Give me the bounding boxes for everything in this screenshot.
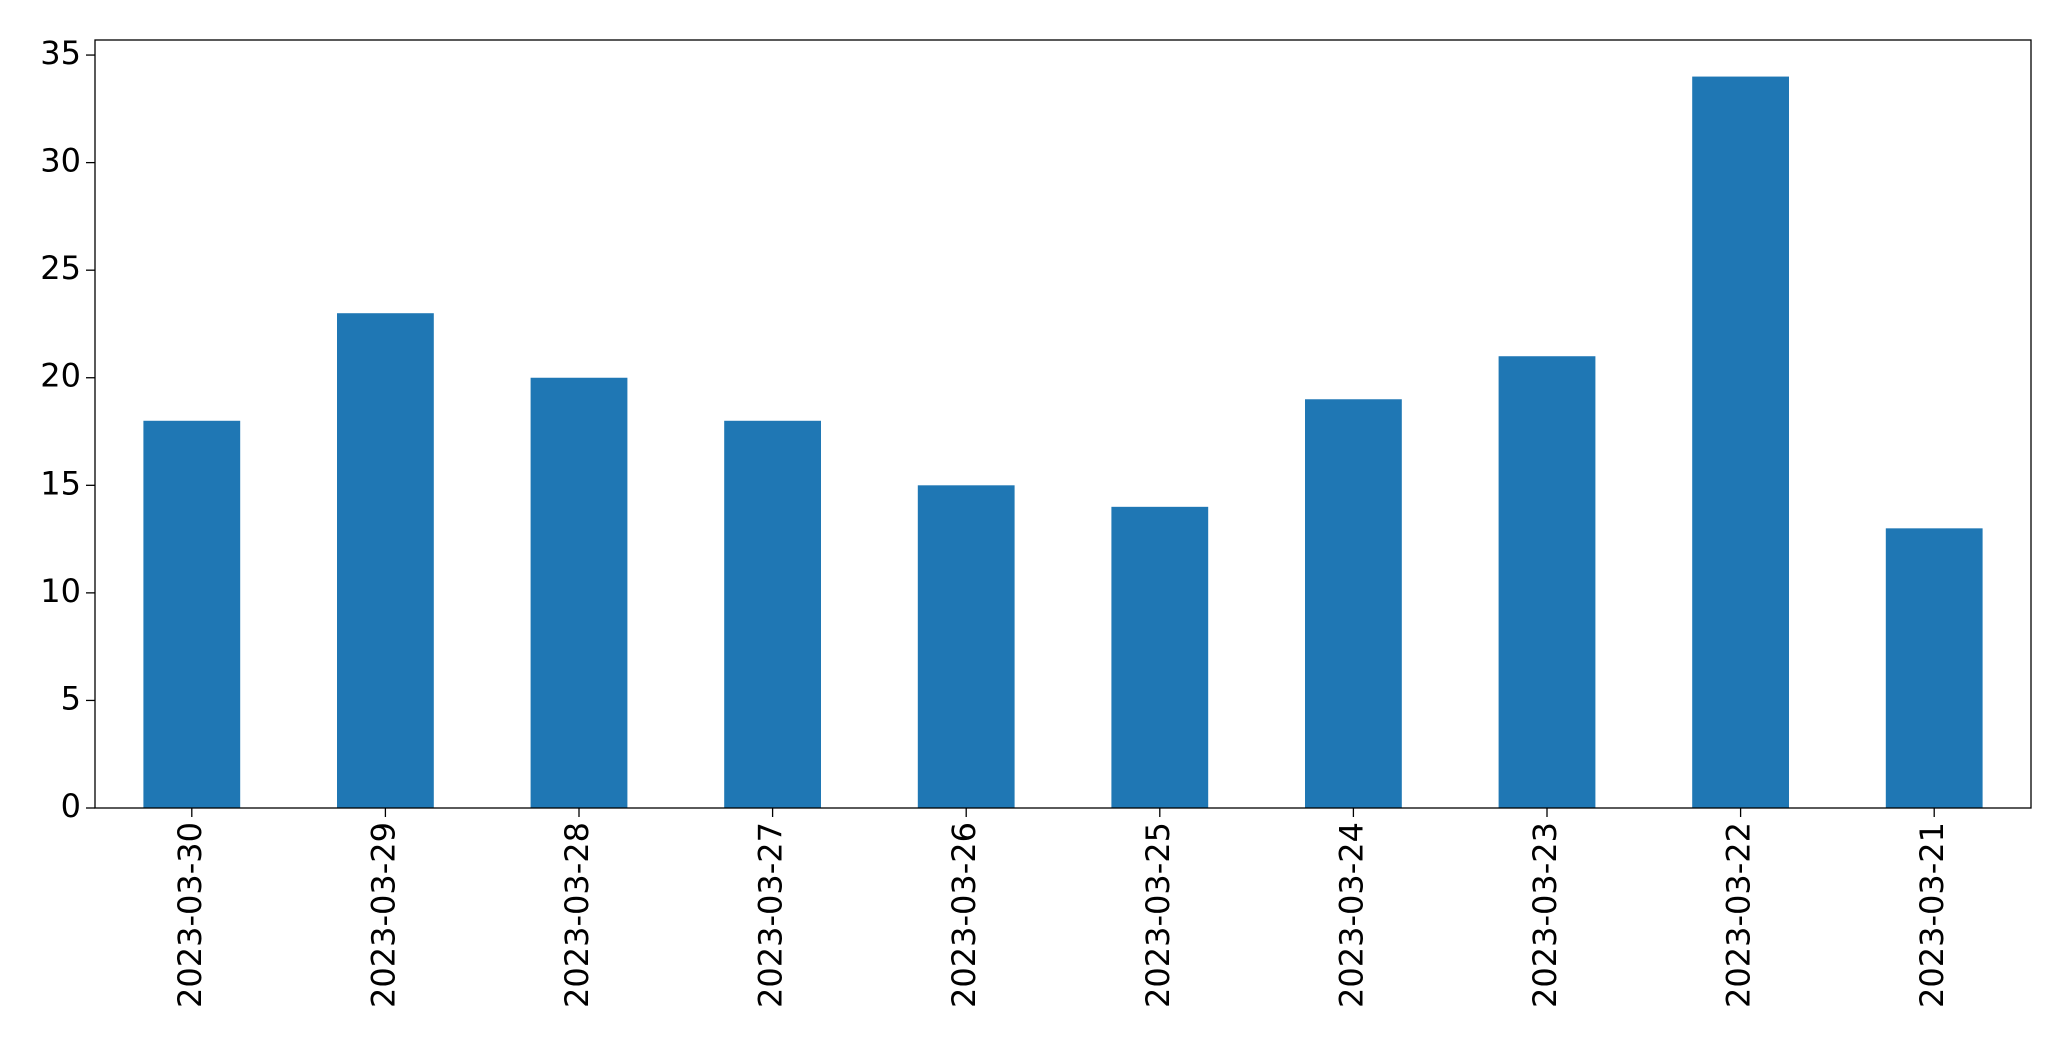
y-tick-label: 25	[40, 249, 81, 287]
x-tick-label: 2023-03-30	[171, 822, 209, 1008]
x-tick-label: 2023-03-23	[1526, 822, 1564, 1008]
bar	[1305, 399, 1402, 808]
x-tick-label: 2023-03-25	[1139, 822, 1177, 1008]
y-tick-label: 35	[40, 34, 81, 72]
x-tick-label: 2023-03-26	[945, 822, 983, 1008]
x-tick-label: 2023-03-29	[364, 822, 402, 1008]
y-tick-label: 15	[40, 464, 81, 502]
x-tick-label: 2023-03-27	[752, 822, 790, 1008]
bar	[337, 313, 434, 808]
x-tick-label: 2023-03-24	[1332, 822, 1370, 1008]
y-tick-label: 30	[40, 142, 81, 180]
y-tick-label: 5	[61, 679, 81, 717]
plot-frame	[94, 39, 2032, 809]
y-tick-label: 20	[40, 357, 81, 395]
y-tick-label: 0	[61, 787, 81, 825]
bar	[1498, 356, 1596, 808]
bar	[1692, 76, 1789, 809]
bar	[917, 485, 1015, 808]
bar	[530, 377, 628, 808]
x-tick-label: 2023-03-21	[1913, 822, 1951, 1008]
y-tick-label: 10	[40, 572, 81, 610]
bar	[1111, 506, 1209, 808]
bar	[1885, 528, 1983, 808]
bar	[143, 420, 241, 808]
x-tick-label: 2023-03-22	[1720, 822, 1758, 1008]
bar	[724, 420, 821, 808]
x-tick-label: 2023-03-28	[558, 822, 596, 1008]
